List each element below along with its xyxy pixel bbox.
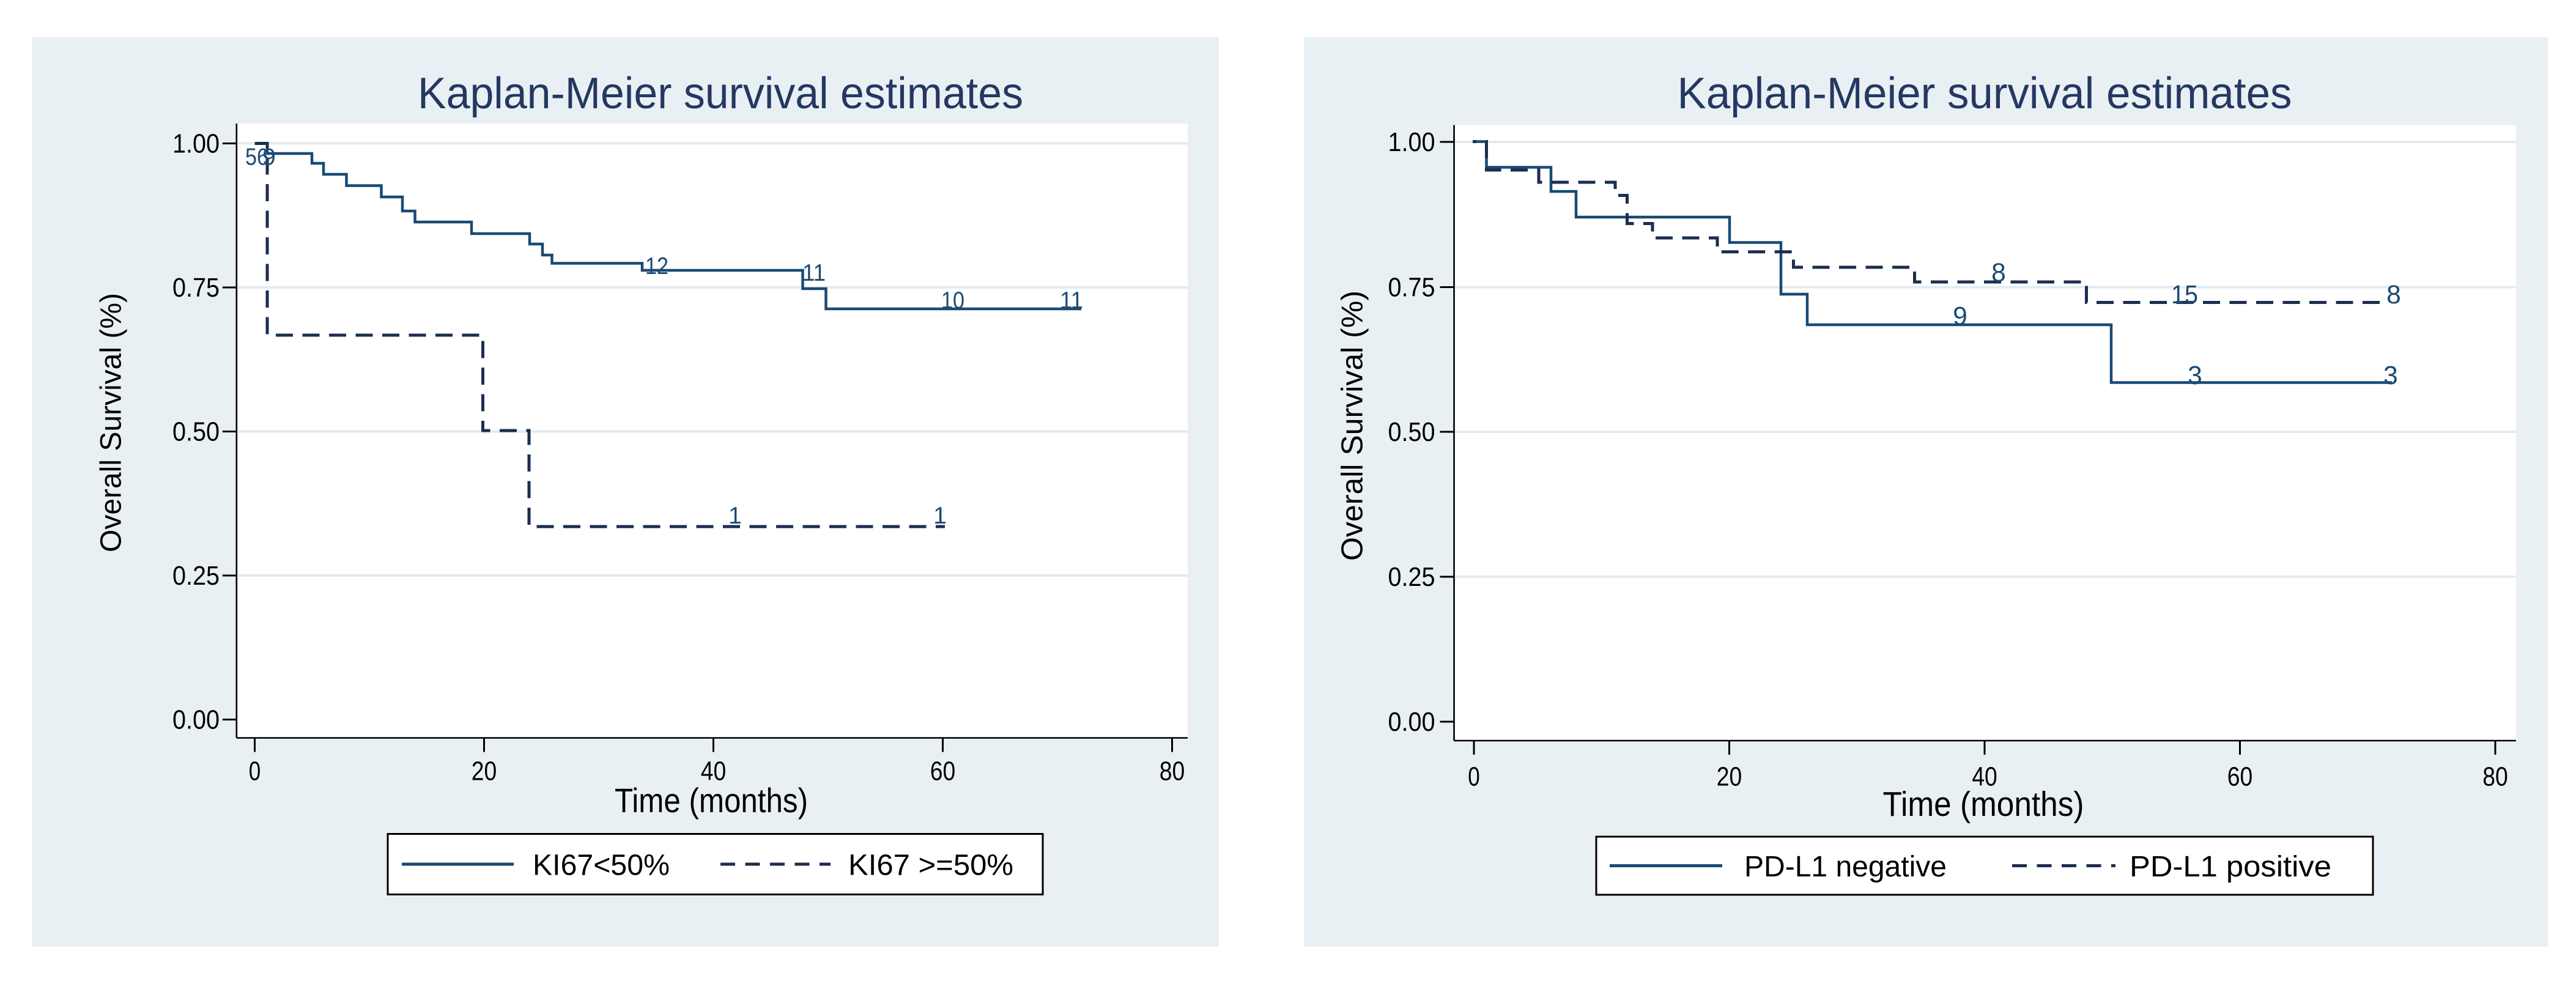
svg-text:40: 40 (701, 757, 727, 787)
svg-text:0: 0 (1468, 762, 1480, 792)
svg-text:Overall Survival (%): Overall Survival (%) (1336, 291, 1369, 561)
svg-text:KI67 >=50%: KI67 >=50% (848, 849, 1013, 882)
svg-text:0.50: 0.50 (1388, 417, 1435, 447)
svg-text:0.50: 0.50 (172, 418, 220, 447)
svg-text:9: 9 (262, 144, 276, 171)
svg-text:Kaplan-Meier survival estimate: Kaplan-Meier survival estimates (418, 68, 1023, 118)
svg-text:0.00: 0.00 (172, 706, 220, 735)
svg-text:PD-L1 negative: PD-L1 negative (1744, 850, 1947, 883)
svg-text:56: 56 (245, 144, 268, 171)
svg-text:3: 3 (2188, 361, 2202, 390)
svg-text:20: 20 (472, 757, 497, 787)
svg-text:15: 15 (2171, 281, 2198, 309)
svg-text:PD-L1 positive: PD-L1 positive (2130, 850, 2331, 883)
svg-text:0.75: 0.75 (172, 273, 220, 303)
svg-text:20: 20 (1717, 762, 1742, 792)
svg-text:Time (months): Time (months) (615, 781, 808, 820)
svg-text:0.25: 0.25 (1388, 562, 1435, 592)
svg-text:8: 8 (1991, 259, 2006, 287)
svg-text:0.75: 0.75 (1388, 273, 1435, 303)
svg-text:1: 1 (728, 503, 742, 529)
svg-text:11: 11 (802, 260, 826, 286)
svg-text:1: 1 (933, 503, 947, 529)
svg-text:0: 0 (249, 757, 261, 787)
svg-text:80: 80 (1160, 757, 1185, 787)
svg-text:9: 9 (1953, 302, 1967, 331)
svg-text:12: 12 (645, 253, 668, 279)
svg-text:60: 60 (930, 757, 956, 787)
svg-text:Overall Survival (%): Overall Survival (%) (95, 293, 128, 552)
svg-text:0.25: 0.25 (172, 561, 220, 591)
svg-text:11: 11 (1060, 287, 1083, 314)
svg-text:60: 60 (2227, 762, 2253, 792)
svg-text:1.00: 1.00 (172, 130, 220, 159)
svg-text:3: 3 (2383, 361, 2398, 390)
svg-text:1.00: 1.00 (1388, 127, 1435, 157)
svg-text:80: 80 (2482, 762, 2508, 792)
svg-text:0.00: 0.00 (1388, 707, 1435, 737)
svg-text:Time (months): Time (months) (1883, 785, 2084, 824)
svg-text:8: 8 (2386, 281, 2401, 309)
svg-text:40: 40 (1972, 762, 1997, 792)
svg-text:Kaplan-Meier survival estimate: Kaplan-Meier survival estimates (1678, 68, 2292, 118)
svg-text:KI67<50%: KI67<50% (533, 849, 670, 882)
svg-text:10: 10 (941, 287, 964, 314)
